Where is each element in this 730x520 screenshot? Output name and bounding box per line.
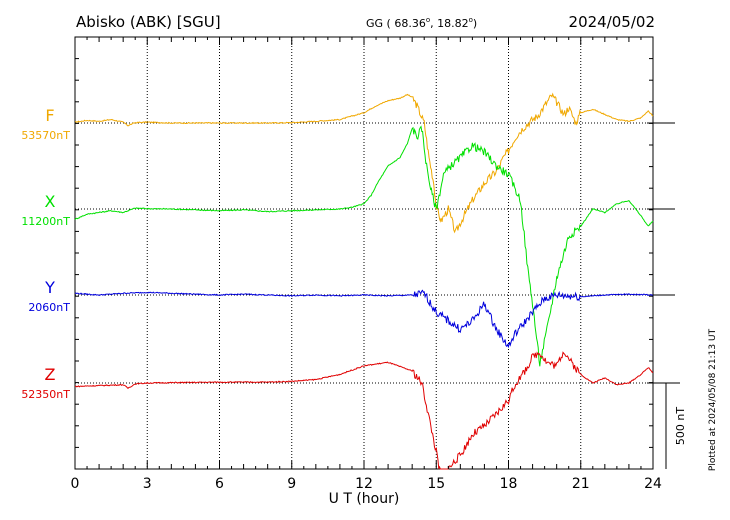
series-baseline-y: 2060nT: [28, 301, 70, 314]
x-tick-label: 6: [215, 476, 224, 492]
series-name-f: F: [45, 106, 54, 125]
series-name-y: Y: [44, 278, 55, 297]
plotted-note: Plotted at 2024/05/08 21:13 UT: [708, 328, 718, 471]
degree-icon: o: [469, 16, 473, 24]
grid: [146, 37, 582, 469]
coords-end: ): [473, 17, 477, 30]
trace-y: [74, 289, 654, 349]
coordinates: GG ( 68.36o, 18.82o): [366, 16, 477, 30]
series-baseline-f: 53570nT: [21, 129, 70, 142]
x-tick-label: 3: [143, 476, 152, 492]
x-axis-label: U T (hour): [329, 491, 400, 507]
station-title: Abisko (ABK) [SGU]: [76, 13, 221, 31]
series-name-z: Z: [45, 365, 56, 384]
series-baseline-z: 52350nT: [21, 388, 70, 401]
x-tick-label: 12: [355, 476, 373, 492]
scale-bar-label: 500 nT: [674, 407, 687, 445]
x-tick-label: 0: [71, 476, 80, 492]
coords-sep: , 18.82: [430, 17, 468, 30]
trace-x: [74, 125, 654, 367]
x-tick-label: 15: [427, 476, 445, 492]
degree-icon: o: [426, 16, 430, 24]
trace-z: [74, 351, 654, 470]
x-tick-label: 21: [572, 476, 590, 492]
date-label: 2024/05/02: [569, 13, 655, 31]
coords-lat: GG ( 68.36: [366, 17, 426, 30]
trace-f: [74, 92, 654, 234]
series-baseline-x: 11200nT: [21, 215, 70, 228]
baselines: [75, 122, 675, 384]
x-tick-label: 18: [500, 476, 518, 492]
series-name-x: X: [45, 192, 56, 211]
x-tick-label: 24: [644, 476, 662, 492]
series-labels: F 53570nT X 11200nT Y 2060nT Z 52350nT: [21, 106, 70, 401]
x-tick-label: 9: [287, 476, 296, 492]
axis-ticks: 0 3 6 9 12 15 18 21 24: [71, 36, 662, 492]
traces: [74, 92, 654, 470]
